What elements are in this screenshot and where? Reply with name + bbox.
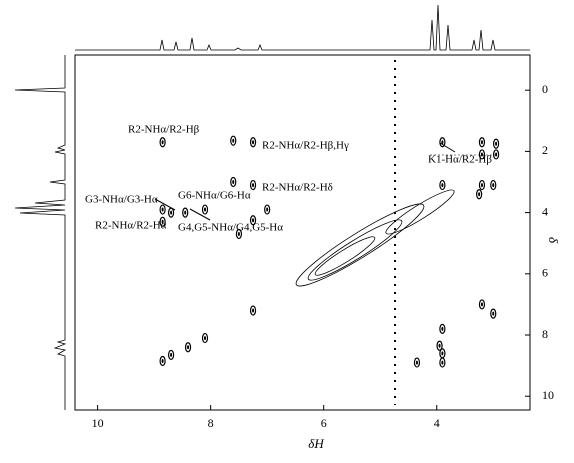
y-tick-label: 0 — [542, 82, 548, 96]
y-axis-label: δ — [546, 237, 561, 244]
cross-peak — [249, 305, 257, 316]
cross-peak-core — [495, 141, 498, 146]
cross-peak-core — [161, 359, 164, 364]
cross-peak-core — [252, 308, 255, 313]
cross-peak — [159, 204, 166, 215]
cross-peak — [413, 357, 421, 368]
left-projection — [14, 55, 67, 410]
cross-peak-core — [495, 152, 498, 157]
cross-peak-core — [480, 302, 483, 307]
cross-peak-core — [161, 219, 164, 224]
cross-peak-core — [266, 207, 269, 212]
cross-peak — [439, 357, 446, 368]
y-tick-label: 4 — [542, 204, 548, 218]
cross-peak-core — [232, 138, 235, 143]
cross-peak — [490, 179, 497, 191]
cross-peak-core — [252, 140, 255, 145]
cross-peak — [439, 323, 446, 335]
cross-peak — [478, 137, 486, 148]
cross-peak-core — [492, 183, 495, 188]
x-axis-label: δH — [308, 436, 324, 451]
y-tick-label: 2 — [542, 143, 548, 157]
cross-peak-core — [480, 152, 483, 157]
cross-peak — [167, 349, 175, 361]
cross-peak-core — [441, 351, 444, 356]
cross-peak — [492, 138, 500, 149]
cross-peak-core — [187, 345, 190, 350]
top-projection — [75, 4, 530, 51]
cross-peak — [159, 355, 166, 367]
cross-peak — [476, 189, 483, 200]
cross-peak — [159, 137, 166, 148]
cross-peak — [184, 342, 192, 353]
cross-peak-core — [438, 343, 441, 348]
annotation: R2-NHα/R2-Hβ — [128, 124, 200, 136]
cross-peak-core — [204, 207, 206, 212]
cross-peak-core — [480, 140, 483, 145]
cross-peak — [230, 135, 237, 146]
cross-peak-core — [204, 336, 206, 341]
annotation: G4,G5-NHα/G4,G5-Hα — [178, 222, 283, 234]
cross-peak-core — [184, 210, 187, 215]
cross-peak — [167, 207, 175, 218]
cross-peak-core — [161, 140, 164, 145]
cross-peak-core — [170, 352, 173, 357]
x-tick-label: 8 — [208, 416, 214, 430]
cross-peak-core — [492, 311, 495, 316]
cross-peak-core — [441, 140, 444, 145]
cross-peak — [249, 215, 257, 226]
cross-peak — [264, 204, 271, 215]
annotation: K1-Hα/R2-Hβ — [428, 154, 492, 166]
annotation: G3-NHα/G3-Hα — [85, 194, 158, 206]
plot-frame — [74, 54, 531, 411]
cross-peak-core — [478, 192, 481, 197]
cross-peak-core — [252, 218, 255, 223]
x-tick-label: 10 — [92, 416, 104, 430]
cross-peak — [249, 137, 257, 148]
cross-peak — [436, 340, 443, 351]
annotation: R2-NHα/R2-Hα — [95, 220, 167, 232]
annotation: R2-NHα/R2-Hδ — [262, 182, 333, 194]
cross-peak-core — [237, 232, 240, 237]
cross-peak — [439, 179, 446, 191]
y-tick-label: 8 — [542, 327, 548, 341]
cross-peak — [201, 332, 209, 344]
cross-peak-core — [441, 326, 444, 331]
cross-peak — [478, 299, 486, 310]
cross-peak-core — [480, 183, 483, 188]
annotation: R2-NHα/R2-Hβ,Hγ — [262, 140, 349, 152]
cross-peak-core — [170, 210, 173, 215]
cross-peak — [201, 204, 209, 215]
y-tick-label: 10 — [542, 388, 554, 402]
cross-peak-core — [415, 360, 418, 365]
cross-peak — [235, 228, 243, 240]
cross-peak — [492, 149, 500, 160]
x-tick-label: 6 — [321, 416, 327, 430]
cross-peak — [478, 179, 486, 191]
x-tick-label: 4 — [434, 416, 440, 430]
cross-peak — [182, 207, 189, 218]
cross-peak-core — [252, 183, 255, 188]
cross-peak — [478, 149, 486, 160]
diagonal — [295, 189, 455, 287]
cross-peak-core — [441, 360, 444, 365]
annotation: G6-NHα/G6-Hα — [178, 190, 251, 202]
cross-peak — [439, 137, 446, 148]
cross-peak — [159, 216, 166, 227]
cross-peak — [230, 176, 237, 188]
y-tick-label: 6 — [542, 266, 548, 280]
cross-peak — [249, 179, 257, 191]
cross-peak — [490, 308, 497, 319]
cross-peak-core — [441, 183, 444, 188]
cross-peak-core — [161, 207, 164, 212]
cross-peak-core — [232, 180, 235, 185]
